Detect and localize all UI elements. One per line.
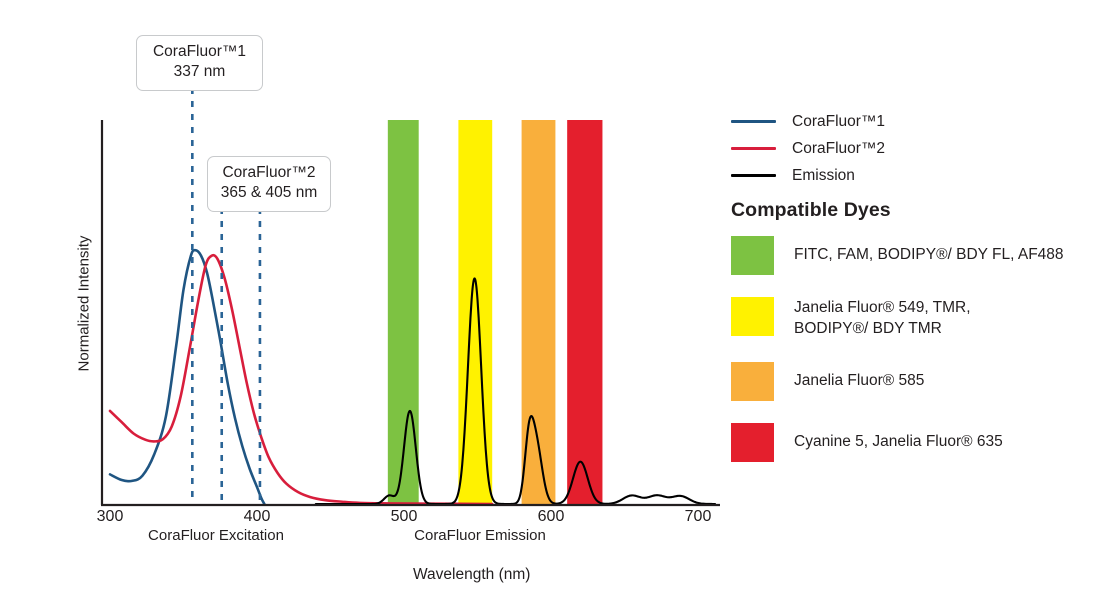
- callout-corafluor1-value: 337 nm: [173, 63, 226, 81]
- dye-label: Janelia Fluor® 585: [794, 371, 925, 389]
- compatible-dyes-title: Compatible Dyes: [731, 199, 891, 221]
- x-tick-300: 300: [96, 508, 124, 525]
- callout-corafluor2-value: 365 & 405 nm: [220, 184, 318, 202]
- x-tick-700: 700: [684, 508, 712, 525]
- compatible-dyes-list: FITC, FAM, BODIPY®/ BDY FL, AF488 Janelia…: [731, 236, 1106, 484]
- legend-row-0: CoraFluor™1: [731, 108, 1101, 135]
- spectra-curves: [108, 248, 717, 506]
- legend-line-swatch: [731, 174, 776, 177]
- x-axis-title: Wavelength (nm): [413, 566, 531, 583]
- callout-corafluor2-title: CoraFluor™2: [222, 164, 316, 181]
- dye-color-swatch: [731, 361, 774, 401]
- legend-label: Emission: [792, 166, 855, 184]
- dye-label: Janelia Fluor® 549, TMR, BODIPY®/ BDY TM…: [794, 299, 971, 337]
- dye-row-1: Janelia Fluor® 549, TMR, BODIPY®/ BDY TM…: [731, 297, 1106, 340]
- callout-corafluor1: CoraFluor™1 337 nm: [136, 35, 263, 91]
- dye-color-swatch: [731, 297, 774, 336]
- axis-sublabel-excitation: CoraFluor Excitation: [148, 527, 284, 544]
- dye-label: Cyanine 5, Janelia Fluor® 635: [794, 432, 1003, 450]
- curve-emission-emission: [314, 277, 717, 506]
- x-tick-600: 600: [537, 508, 565, 525]
- callout-corafluor1-title: CoraFluor™1: [152, 43, 247, 60]
- callout-corafluor2: CoraFluor™2 365 & 405 nm: [207, 156, 331, 212]
- axis-lines: [100, 120, 720, 507]
- dye-color-swatch: [731, 422, 774, 462]
- dye-color-swatch: [731, 236, 774, 275]
- curve-excitation-corafluor1: [108, 248, 266, 506]
- axis-sublabel-emission: CoraFluor Emission: [414, 527, 546, 544]
- dye-row-0: FITC, FAM, BODIPY®/ BDY FL, AF488: [731, 236, 1106, 275]
- legend-row-2: Emission: [731, 162, 1101, 189]
- legend-label: CoraFluor™2: [792, 139, 886, 157]
- green-band: [387, 120, 419, 505]
- wavelength-bands: [387, 120, 603, 505]
- excitation-marker-lines: [191, 88, 262, 504]
- dye-label: FITC, FAM, BODIPY®/ BDY FL, AF488: [794, 246, 1064, 263]
- legend-line-swatch: [731, 120, 776, 123]
- dye-row-2: Janelia Fluor® 585: [731, 361, 1106, 401]
- legend-line-swatch: [731, 147, 776, 150]
- series-legend: CoraFluor™1 CoraFluor™2 Emission: [731, 108, 1101, 189]
- curve-excitation-corafluor2: [108, 253, 494, 506]
- dye-row-3: Cyanine 5, Janelia Fluor® 635: [731, 422, 1106, 462]
- x-tick-400: 400: [243, 508, 271, 525]
- legend-label: CoraFluor™1: [792, 112, 886, 130]
- x-tick-500: 500: [390, 508, 418, 525]
- red-band: [567, 120, 603, 505]
- legend-row-1: CoraFluor™2: [731, 135, 1101, 162]
- y-axis-title: Normalized Intensity: [75, 235, 93, 372]
